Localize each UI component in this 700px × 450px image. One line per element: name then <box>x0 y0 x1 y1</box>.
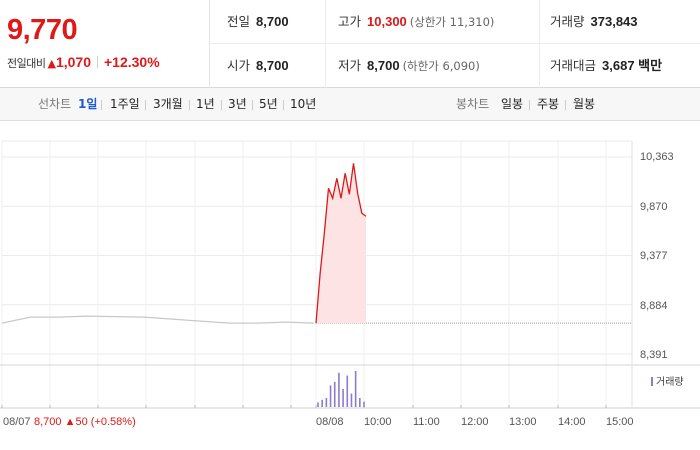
tab-3m[interactable]: 3개월 <box>153 97 183 111</box>
stat-open: 시가 8,700 <box>210 44 289 88</box>
stats-row: 전일 8,700 고가 10,300 (상한가 11,310) 거래량 373,843 <box>210 0 700 44</box>
tab-1y[interactable]: 1년 <box>196 97 215 111</box>
line-chart-label: 선차트 <box>38 97 72 111</box>
price-box: 9,770 전일대비 ▲1,070 +12.30% <box>0 0 210 88</box>
volume-bar <box>317 402 319 407</box>
tab-5y[interactable]: 5년 <box>259 97 278 111</box>
stat-label: 저가 <box>338 58 362 73</box>
volume-grid <box>1 405 607 408</box>
volume-bar <box>329 385 332 407</box>
stat-sub: (하한가 6,090) <box>402 59 480 73</box>
today-area-fill <box>316 163 366 324</box>
prev-day-rate: (+0.58%) <box>90 416 136 428</box>
divider <box>189 100 190 110</box>
stat-label: 거래대금 <box>550 58 597 73</box>
stat-high: 고가 10,300 (상한가 11,310) <box>325 0 494 44</box>
stat-label: 전일 <box>227 14 251 29</box>
volume-bar <box>359 398 361 407</box>
chart-marks <box>1 163 632 407</box>
tab-weekly-candle[interactable]: 주봉 <box>537 97 560 111</box>
stat-value: 8,700 <box>256 58 289 73</box>
tab-10y[interactable]: 10년 <box>290 97 317 111</box>
stat-label: 시가 <box>227 58 251 73</box>
stat-value: 8,700 <box>367 58 400 73</box>
volume-legend-swatch <box>651 377 653 386</box>
volume-bar <box>350 393 353 407</box>
stat-volume: 거래량 373,843 <box>539 0 638 44</box>
price-chart[interactable]: 10,363 9,870 9,377 8,884 8,391 거래량 08/07… <box>0 121 700 450</box>
up-arrow-icon: ▲ <box>64 416 76 428</box>
up-arrow-icon: ▲ <box>47 57 56 70</box>
divider <box>97 56 98 68</box>
stats-table: 전일 8,700 고가 10,300 (상한가 11,310) 거래량 373,843 … <box>210 0 700 88</box>
stat-label: 고가 <box>338 14 362 29</box>
today-price-line <box>315 163 367 324</box>
quote-panel: 9,770 전일대비 ▲1,070 +12.30% 전일 8,700 고가 10,300… <box>0 0 700 88</box>
candle-chart-label: 봉차트 <box>456 97 490 111</box>
volume-bar <box>321 399 323 407</box>
y-tick-label: 8,884 <box>640 300 668 312</box>
volume-legend-label: 거래량 <box>656 377 684 388</box>
volume-bar <box>342 389 344 407</box>
chart-canvas <box>0 140 700 409</box>
divider <box>283 100 284 110</box>
prev-day-line <box>1 315 315 324</box>
volume-bar <box>333 381 336 407</box>
volume-bar <box>325 398 328 407</box>
prev-day-change: 50 <box>75 416 88 428</box>
divider <box>101 100 102 110</box>
change-label: 전일대비 <box>7 57 46 70</box>
x-tick-label: 15:00 <box>606 416 634 428</box>
period-tab-bar: 선차트 1일 1주일 3개월 1년 3년 5년 10년 봉차트 일봉 주봉 월봉 <box>0 88 700 121</box>
tab-monthly-candle[interactable]: 월봉 <box>573 97 596 111</box>
prev-day-summary: 8,700 ▲50 (+0.58%) <box>34 416 136 428</box>
prev-day-price: 8,700 <box>34 416 62 428</box>
tab-3y[interactable]: 3년 <box>228 97 247 111</box>
volume-bar <box>338 372 340 407</box>
stat-label: 거래량 <box>550 14 585 29</box>
volume-legend: 거래량 <box>651 373 684 388</box>
stat-amount: 거래대금 3,687 백만 <box>539 44 662 88</box>
change-value: 1,070 <box>55 54 91 70</box>
stat-value: 373,843 <box>590 14 638 29</box>
volume-bar <box>354 371 357 407</box>
volume-bar <box>346 375 349 407</box>
x-tick-label: 14:00 <box>558 416 586 428</box>
x-tick-label: 11:00 <box>413 416 440 428</box>
price-change: 전일대비 ▲1,070 +12.30% <box>7 54 160 71</box>
volume-bar <box>363 401 365 407</box>
x-tick-label: 08/08 <box>316 416 344 428</box>
tab-1d[interactable]: 1일 <box>78 97 98 111</box>
divider <box>145 100 146 110</box>
stat-sub: (상한가 11,310) <box>409 15 495 29</box>
stat-low: 저가 8,700 (하한가 6,090) <box>325 44 480 88</box>
y-tick-label: 8,391 <box>640 349 668 361</box>
stat-value: 3,687 백만 <box>602 58 663 73</box>
y-tick-label: 9,377 <box>640 250 668 262</box>
stats-row: 시가 8,700 저가 8,700 (하한가 6,090) 거래대금 3,687 백만 <box>210 44 700 88</box>
divider <box>565 100 566 110</box>
divider <box>221 100 222 110</box>
x-tick-label: 13:00 <box>509 416 537 428</box>
tab-1w[interactable]: 1주일 <box>110 97 140 111</box>
x-tick-label: 08/07 <box>3 416 31 428</box>
tab-daily-candle[interactable]: 일봉 <box>501 97 524 111</box>
x-tick-label: 10:00 <box>364 416 392 428</box>
current-price: 9,770 <box>7 14 78 46</box>
stat-value: 10,300 <box>367 14 407 29</box>
stat-prev-close: 전일 8,700 <box>210 0 289 44</box>
y-tick-label: 10,363 <box>640 151 674 163</box>
divider <box>252 100 253 110</box>
x-tick-label: 12:00 <box>461 416 489 428</box>
change-rate: +12.30% <box>104 54 160 70</box>
divider <box>529 100 530 110</box>
stat-value: 8,700 <box>256 14 289 29</box>
y-tick-label: 9,870 <box>640 201 668 213</box>
